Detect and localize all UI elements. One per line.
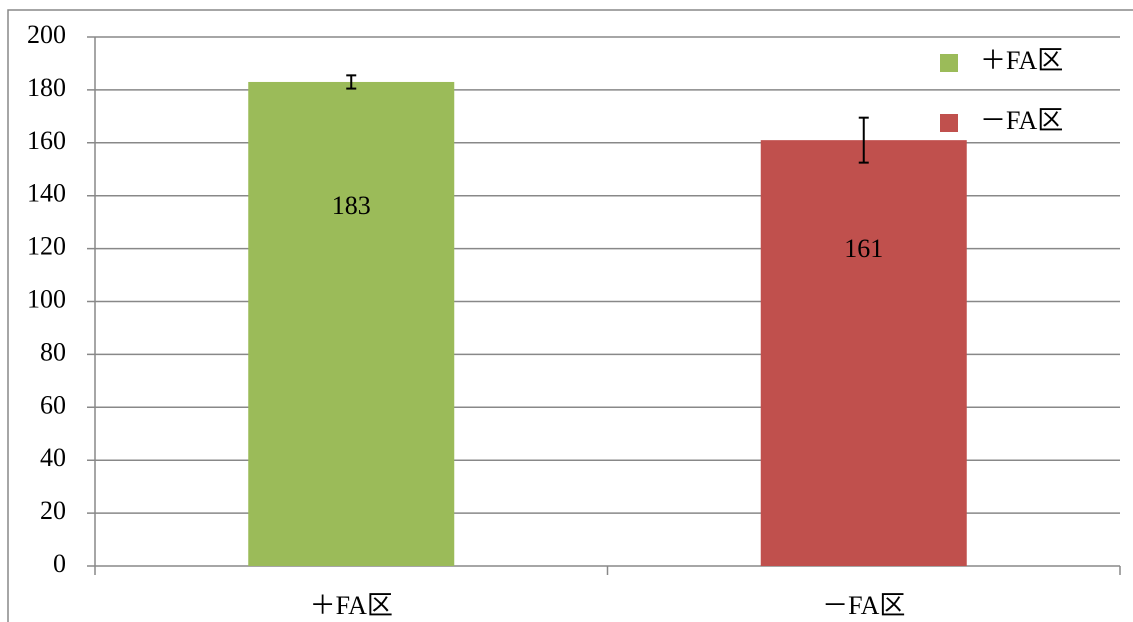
- y-tick-label: 160: [27, 126, 66, 155]
- y-tick-label: 140: [27, 179, 66, 208]
- legend-swatch: [940, 114, 958, 132]
- legend-label: －FA区: [980, 106, 1063, 135]
- data-label: 161: [844, 234, 883, 263]
- y-tick-label: 200: [27, 20, 66, 49]
- y-tick-label: 0: [53, 549, 66, 578]
- x-tick-label: ＋FA区: [310, 591, 393, 620]
- data-label: 183: [332, 191, 371, 220]
- bar: [760, 140, 967, 566]
- y-tick-label: 180: [27, 73, 66, 102]
- legend-label: ＋FA区: [980, 46, 1063, 75]
- y-tick-label: 40: [40, 443, 66, 472]
- y-tick-label: 80: [40, 337, 66, 366]
- y-tick-label: 120: [27, 232, 66, 261]
- bar: [248, 81, 455, 566]
- y-tick-label: 60: [40, 390, 66, 419]
- y-tick-label: 20: [40, 496, 66, 525]
- y-tick-label: 100: [27, 284, 66, 313]
- error-bar: [858, 116, 869, 164]
- legend-swatch: [940, 54, 958, 72]
- error-bar: [346, 74, 357, 90]
- x-tick-label: －FA区: [822, 591, 905, 620]
